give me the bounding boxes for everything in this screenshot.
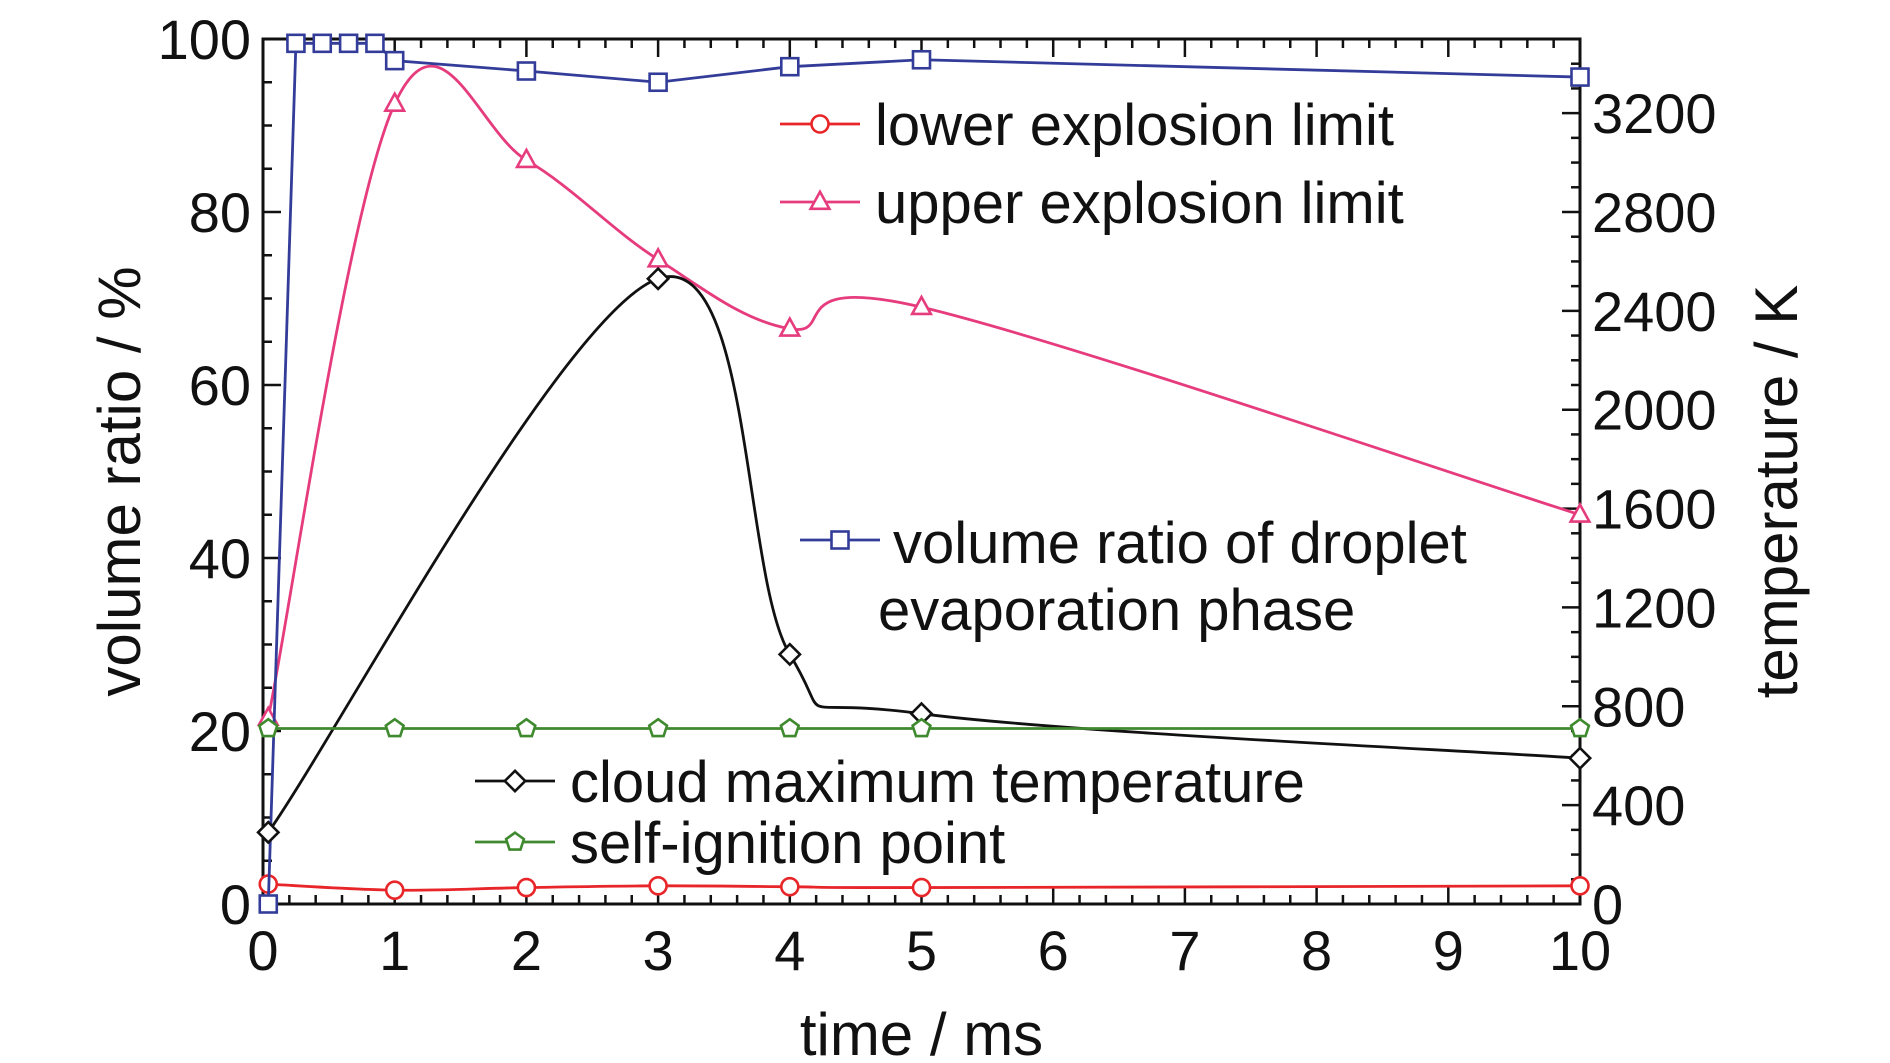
data-point bbox=[646, 266, 671, 291]
data-point bbox=[779, 717, 801, 738]
data-point bbox=[257, 717, 279, 738]
series-layer bbox=[256, 33, 1593, 914]
y2-axis-label: temperature / K bbox=[1743, 285, 1810, 699]
data-point bbox=[909, 294, 934, 316]
legend-marker bbox=[830, 530, 850, 550]
legend-item: lower explosion limit bbox=[780, 93, 1394, 158]
data-point bbox=[911, 877, 932, 898]
y-axis-label: volume ratio / % bbox=[86, 266, 153, 696]
x-tick-label: 1 bbox=[379, 919, 410, 982]
data-point bbox=[514, 147, 538, 169]
data-point bbox=[1570, 876, 1590, 896]
data-point bbox=[779, 876, 800, 897]
legend-item: upper explosion limit bbox=[780, 171, 1404, 236]
x-tick-label: 5 bbox=[906, 919, 937, 982]
data-point bbox=[1568, 501, 1592, 523]
legend-label: cloud maximum temperature bbox=[570, 750, 1305, 815]
data-point bbox=[648, 876, 668, 896]
data-point bbox=[286, 33, 306, 54]
y2-tick-label: 1600 bbox=[1592, 478, 1717, 541]
series-1 bbox=[256, 64, 1592, 727]
data-point bbox=[256, 820, 281, 845]
data-point bbox=[258, 894, 279, 914]
y2-tick-label: 1200 bbox=[1592, 576, 1717, 639]
legend-marker bbox=[808, 189, 832, 211]
x-tick-label: 3 bbox=[643, 919, 674, 982]
y-tick-label: 80 bbox=[189, 181, 251, 244]
y2-tick-label: 2000 bbox=[1592, 379, 1717, 442]
legend-item: self-ignition point bbox=[475, 811, 1005, 876]
x-tick-label: 9 bbox=[1433, 919, 1464, 982]
data-point bbox=[516, 61, 537, 81]
x-tick-label: 4 bbox=[774, 919, 805, 982]
data-point bbox=[648, 72, 668, 93]
legend-label: upper explosion limit bbox=[875, 171, 1404, 236]
data-point bbox=[779, 56, 800, 77]
legend-marker bbox=[504, 831, 526, 851]
series-3 bbox=[256, 266, 1593, 845]
y2-tick-label: 400 bbox=[1592, 774, 1685, 837]
data-point bbox=[515, 717, 537, 738]
x-axis-label: time / ms bbox=[800, 1001, 1043, 1063]
legend-marker bbox=[502, 768, 528, 794]
data-point bbox=[338, 33, 359, 54]
y2-tick-label: 800 bbox=[1592, 675, 1685, 738]
x-tick-label: 8 bbox=[1301, 919, 1332, 982]
y-tick-label: 100 bbox=[158, 8, 251, 71]
legend-item: cloud maximum temperature bbox=[475, 750, 1305, 815]
y2-tick-label: 0 bbox=[1592, 873, 1623, 936]
legend-marker bbox=[810, 114, 830, 134]
x-tick-label: 2 bbox=[511, 919, 542, 982]
y-tick-label: 0 bbox=[220, 873, 251, 936]
y-tick-label: 20 bbox=[189, 700, 251, 763]
y-tick-label: 40 bbox=[189, 527, 251, 590]
x-tick-label: 10 bbox=[1549, 919, 1611, 982]
series-line bbox=[267, 275, 1581, 834]
series-4 bbox=[257, 717, 1591, 738]
legend-label-line2: evaporation phase bbox=[878, 578, 1355, 643]
data-point bbox=[384, 50, 405, 71]
legend-label: volume ratio of droplet bbox=[893, 511, 1467, 576]
data-point bbox=[911, 49, 932, 70]
data-point bbox=[516, 877, 537, 898]
legend: lower explosion limit upper explosion lim… bbox=[475, 93, 1467, 876]
data-point bbox=[312, 33, 333, 54]
data-point bbox=[647, 717, 669, 738]
legend-label: lower explosion limit bbox=[875, 93, 1394, 158]
data-point bbox=[778, 315, 802, 337]
data-point bbox=[646, 246, 670, 268]
series-0 bbox=[258, 874, 1590, 900]
data-point bbox=[777, 642, 802, 667]
x-tick-label: 6 bbox=[1038, 919, 1069, 982]
y2-tick-label: 3200 bbox=[1592, 82, 1717, 145]
legend-label: self-ignition point bbox=[570, 811, 1005, 876]
data-point bbox=[911, 717, 932, 738]
series-2 bbox=[258, 33, 1590, 914]
data-point bbox=[1567, 746, 1593, 771]
x-tick-label: 7 bbox=[1169, 919, 1200, 982]
data-point bbox=[383, 90, 407, 112]
series-line bbox=[268, 882, 1581, 892]
data-point bbox=[1570, 67, 1590, 87]
axes: 0 1 2 3 4 5 6 7 8 9 100204060801000400800120016002… bbox=[158, 8, 1717, 982]
data-point bbox=[384, 717, 406, 738]
y2-tick-label: 2800 bbox=[1592, 181, 1717, 244]
y2-tick-label: 2400 bbox=[1592, 280, 1717, 343]
data-point bbox=[365, 33, 385, 54]
data-point bbox=[384, 880, 405, 900]
x-tick-label: 0 bbox=[247, 919, 278, 982]
data-point bbox=[1569, 717, 1591, 738]
y-tick-label: 60 bbox=[189, 354, 251, 417]
